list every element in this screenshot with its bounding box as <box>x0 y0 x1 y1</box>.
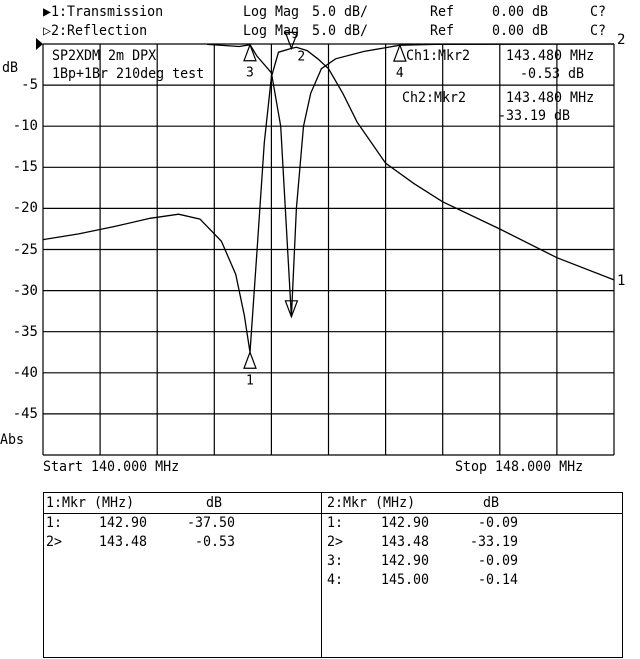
marker-value: -0.53 <box>194 534 235 550</box>
title-line-2: 1Bp+1Br 210deg test <box>52 66 205 82</box>
marker-number: 1: <box>327 515 344 531</box>
marker-number: 4: <box>327 572 344 588</box>
marker-label: 2 <box>297 49 305 64</box>
ch2-ref-value: 0.00 dB <box>492 23 549 39</box>
start-frequency: Start 140.000 MHz <box>43 459 180 475</box>
ch1-marker-list: 1:Mkr (MHz) dB 1: 142.90 -37.50 2> 143.48 -0.… <box>44 493 322 657</box>
y-tick-label: -40 <box>12 364 38 381</box>
ch2-format: Log Mag <box>243 23 300 39</box>
ch2-marker-label: Ch2:Mkr2 <box>402 90 467 106</box>
marker-label: 3 <box>246 66 254 81</box>
marker-frequency: 142.90 <box>381 553 430 569</box>
y-tick-label: -45 <box>12 405 38 422</box>
ch1-marker-freq: 143.480 MHz <box>506 48 595 64</box>
marker-label: 1 <box>246 373 254 388</box>
marker-table: 1:Mkr (MHz) dB 1: 142.90 -37.50 2> 143.48 -0.… <box>43 492 623 658</box>
ch1-ref-value: 0.00 dB <box>492 4 549 20</box>
marker-value: -33.19 <box>469 534 518 550</box>
y-tick-label: -25 <box>12 241 38 258</box>
marker-frequency: 142.90 <box>99 515 148 531</box>
marker-value: -37.50 <box>186 515 235 531</box>
y-tick-label: -35 <box>12 323 38 340</box>
trace-2 <box>207 43 615 317</box>
y-tick-label: -5 <box>21 77 38 94</box>
marker-value: -0.09 <box>477 515 518 531</box>
ch1-marker-label: Ch1:Mkr2 <box>406 48 471 64</box>
ch1-scale: 5.0 dB/ <box>312 4 369 20</box>
y-tick-label: -10 <box>12 118 38 135</box>
marker-triangle-icon <box>284 300 299 319</box>
marker-value: -0.09 <box>477 553 518 569</box>
y-unit-label: dB <box>2 60 19 76</box>
ch2-scale: 5.0 dB/ <box>312 23 369 39</box>
marker-label: 4 <box>396 66 404 81</box>
ch1-ref-label: Ref <box>430 4 455 20</box>
marker-frequency: 142.90 <box>381 515 430 531</box>
ch2-header-db: dB <box>483 495 500 511</box>
ch2-marker-freq: 143.480 MHz <box>506 90 595 106</box>
ch2-ref-label: Ref <box>430 23 455 39</box>
y-tick-label: -30 <box>12 282 38 299</box>
marker-triangle-icon <box>243 350 257 369</box>
ch2-header-mkr: 2:Mkr (MHz) <box>327 495 416 511</box>
marker-frequency: 143.48 <box>99 534 148 550</box>
y-format-label: Abs <box>0 432 25 448</box>
trace-1 <box>42 46 615 353</box>
ch1-header-mkr: 1:Mkr (MHz) <box>46 495 135 511</box>
marker-frequency: 143.48 <box>381 534 430 550</box>
trace-end-label: 2 <box>617 32 625 48</box>
y-tick-label: -20 <box>12 200 38 217</box>
marker-number: 1: <box>46 515 63 531</box>
marker-value: -0.14 <box>477 572 518 588</box>
marker-number: 2> <box>327 534 344 550</box>
ch1-header-db: dB <box>206 495 223 511</box>
ch1-cal: C? <box>590 4 607 20</box>
marker-triangle-icon <box>284 31 299 51</box>
ch1-label: ▶1:Transmission <box>43 4 164 20</box>
marker-number: 2> <box>46 534 63 550</box>
title-line-1: SP2XDM 2m DPX <box>52 48 157 64</box>
marker-triangle-icon <box>393 43 407 62</box>
trace-end-label: 1 <box>617 273 625 289</box>
marker-frequency: 145.00 <box>381 572 430 588</box>
marker-number: 3: <box>327 553 344 569</box>
stop-frequency: Stop 148.000 MHz <box>455 459 584 475</box>
ch2-marker-list: 2:Mkr (MHz) dB 1: 142.90 -0.09 2> 143.48 -33.… <box>321 493 622 657</box>
reference-position-icon <box>36 38 43 50</box>
y-tick-label: -15 <box>12 159 38 176</box>
ch1-format: Log Mag <box>243 4 300 20</box>
ch2-cal: C? <box>590 23 607 39</box>
ch2-marker-value: -33.19 dB <box>498 108 571 124</box>
ch2-label: ▷2:Reflection <box>43 23 148 39</box>
marker-triangle-icon <box>243 43 257 62</box>
ch1-marker-value: -0.53 dB <box>520 66 585 82</box>
